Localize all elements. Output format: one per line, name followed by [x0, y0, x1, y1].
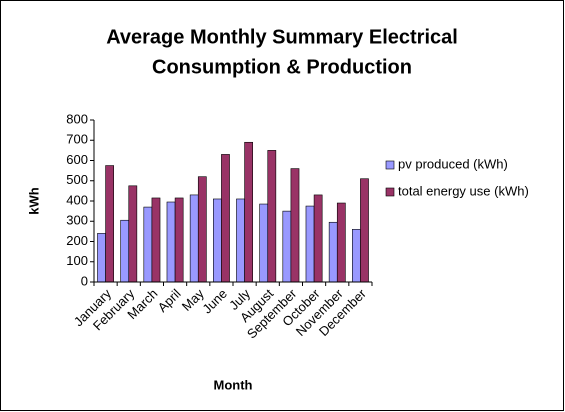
y-tick-label: 200: [66, 233, 88, 248]
legend-label: total energy use (kWh): [398, 183, 529, 198]
x-axis-label: Month: [214, 377, 253, 392]
bar: [259, 203, 269, 283]
bar: [221, 154, 230, 283]
bar: [166, 201, 176, 283]
y-tick-label: 0: [81, 273, 88, 288]
bar: [189, 194, 199, 283]
bar: [352, 229, 361, 283]
bar: [290, 168, 300, 283]
bar: [120, 219, 130, 283]
bar: [236, 198, 245, 283]
bar: [305, 205, 315, 283]
y-tick-label: 800: [66, 111, 88, 126]
y-tick-label: 300: [66, 213, 88, 228]
legend-swatch: [385, 160, 395, 170]
bar: [105, 165, 114, 283]
chart-title: Average Monthly Summary Electrical: [106, 26, 458, 48]
bar: [197, 176, 207, 283]
bar: [313, 194, 323, 283]
y-tick-label: 100: [66, 253, 88, 268]
bar: [97, 233, 106, 283]
legend-swatch: [385, 187, 395, 197]
bar: [143, 206, 153, 283]
y-tick-label: 700: [66, 132, 88, 147]
bar: [336, 202, 346, 283]
bar: [213, 198, 222, 283]
bar: [328, 221, 338, 283]
bar: [174, 197, 184, 283]
bar: [282, 210, 292, 283]
bar: [360, 178, 369, 283]
bar: [151, 197, 161, 283]
y-tick-label: 500: [66, 172, 88, 187]
bar: [244, 141, 253, 283]
legend-label: pv produced (kWh): [398, 156, 508, 171]
bar: [267, 150, 277, 283]
y-axis-label: kWh: [26, 187, 41, 215]
y-tick-label: 400: [66, 192, 88, 207]
y-tick-label: 600: [66, 152, 88, 167]
chart-title: Consumption & Production: [152, 56, 412, 78]
bar: [128, 185, 138, 283]
